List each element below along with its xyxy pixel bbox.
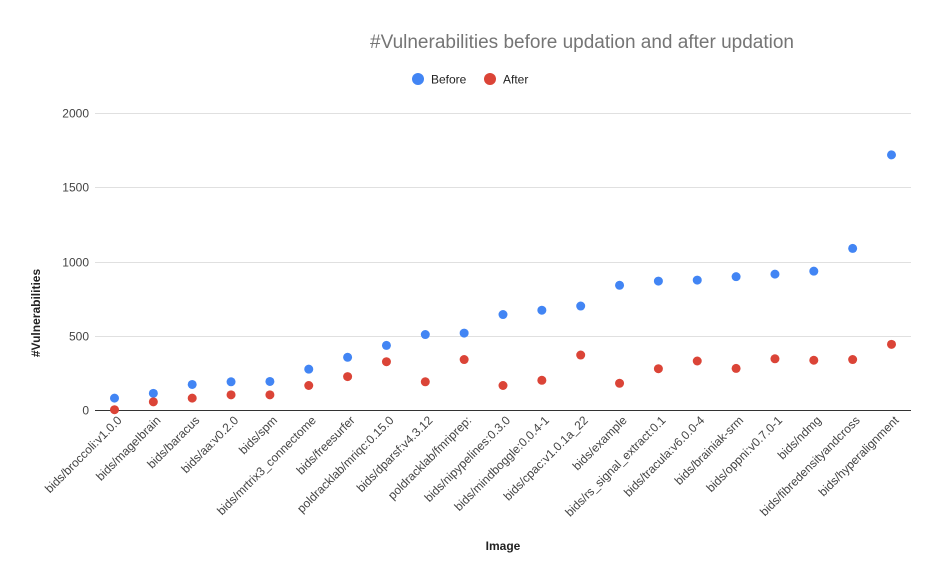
y-tick-label: 1000 — [62, 256, 89, 270]
data-point-after — [615, 378, 625, 388]
data-point-after — [381, 357, 391, 367]
data-point-after — [420, 377, 430, 387]
y-tick-label: 0 — [82, 404, 89, 418]
x-tick-label: bids/oppni:v0.7.0-1 — [703, 413, 785, 495]
data-point-after — [770, 354, 780, 364]
data-point-after — [304, 380, 314, 390]
legend-label-before: Before — [431, 73, 467, 87]
gridlines — [95, 113, 911, 337]
data-point-after — [576, 350, 586, 360]
data-point-after — [459, 355, 469, 365]
y-axis-title: #Vulnerabilities — [29, 269, 43, 358]
data-point-before — [848, 243, 858, 253]
data-point-before — [459, 328, 469, 338]
x-axis-title: Image — [486, 539, 521, 553]
data-point-after — [537, 375, 547, 385]
data-point-before — [653, 276, 663, 286]
data-point-before — [343, 352, 353, 362]
data-point-after — [343, 372, 353, 382]
data-point-after — [110, 405, 119, 415]
data-point-after — [187, 393, 197, 403]
y-tick-label: 1500 — [62, 181, 89, 195]
data-point-before — [770, 269, 780, 279]
x-tick-label: bids/brainiak-srm — [672, 413, 747, 488]
data-point-after — [731, 363, 741, 373]
data-point-after — [887, 339, 896, 349]
x-axis-ticks: bids/broccoli:v1.0.0bids/mageIbrainbids/… — [42, 413, 902, 520]
data-point-before — [265, 376, 275, 386]
data-point-before — [498, 310, 508, 320]
legend-marker-before — [412, 73, 424, 85]
y-tick-label: 500 — [69, 330, 89, 344]
data-point-before — [537, 305, 547, 315]
data-point-before — [809, 266, 819, 276]
data-point-before — [692, 275, 702, 285]
legend: Before After — [412, 73, 528, 87]
chart-title: #Vulnerabilities before updation and aft… — [370, 32, 794, 53]
data-point-after — [226, 390, 236, 400]
data-point-before — [615, 280, 625, 290]
data-point-after — [653, 364, 663, 374]
data-point-before — [187, 379, 197, 389]
data-point-after — [848, 355, 858, 365]
data-point-before — [226, 377, 236, 387]
data-point-after — [692, 356, 702, 366]
data-point-before — [887, 150, 896, 160]
data-point-after — [265, 390, 275, 400]
data-points — [110, 150, 896, 415]
data-point-before — [576, 301, 586, 311]
data-point-after — [809, 355, 819, 365]
legend-label-after: After — [503, 73, 528, 87]
legend-marker-after — [484, 73, 496, 85]
data-point-after — [498, 380, 508, 390]
y-tick-label: 2000 — [62, 107, 89, 121]
data-point-before — [110, 393, 119, 403]
data-point-before — [148, 388, 158, 398]
data-point-before — [381, 340, 391, 350]
y-axis-ticks: 0 500 1000 1500 2000 — [62, 107, 89, 418]
data-point-before — [304, 364, 314, 374]
data-point-before — [420, 330, 430, 340]
data-point-after — [148, 397, 158, 407]
data-point-before — [731, 272, 741, 282]
